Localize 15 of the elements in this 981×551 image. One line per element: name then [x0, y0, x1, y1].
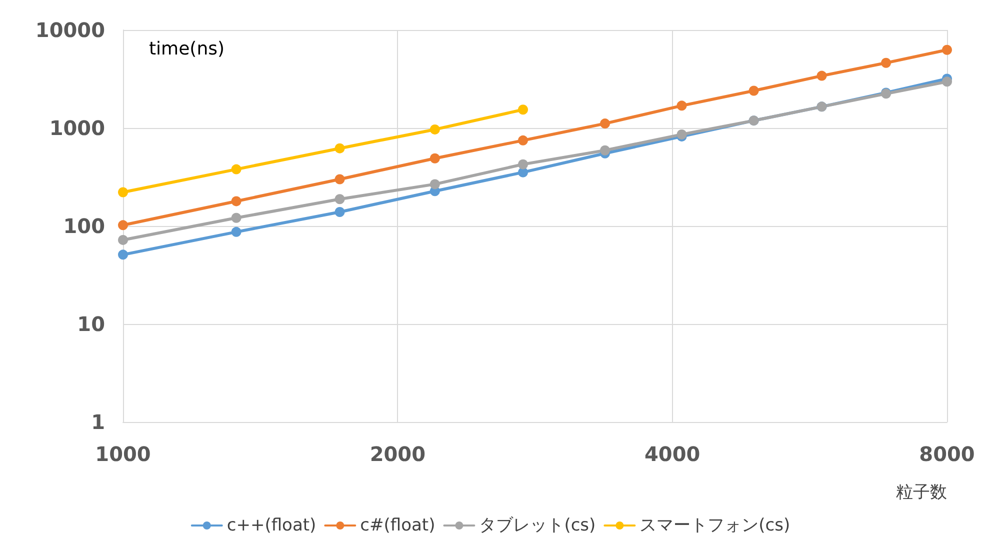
- x-tick-label: 2000: [370, 442, 426, 466]
- legend-label: c++(float): [226, 516, 316, 536]
- legend-label: タブレット(cs): [479, 516, 596, 536]
- y-tick-label: 1000: [49, 116, 105, 140]
- legend-label: スマートフォン(cs): [640, 516, 790, 536]
- y-tick-label: 10: [77, 312, 105, 336]
- y-axis-title: time(ns): [149, 38, 224, 60]
- y-tick-label: 10000: [35, 18, 105, 42]
- x-tick-label: 8000: [919, 442, 975, 466]
- legend-label: c#(float): [360, 516, 436, 536]
- x-tick-label: 1000: [95, 442, 151, 466]
- y-tick-label: 100: [63, 214, 105, 238]
- x-axis-title: 粒子数: [896, 482, 947, 502]
- y-tick-label: 1: [91, 410, 105, 434]
- x-tick-label: 4000: [644, 442, 700, 466]
